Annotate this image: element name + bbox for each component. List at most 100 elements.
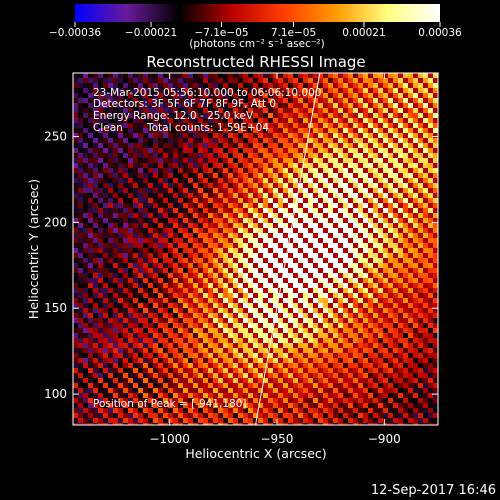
heatmap-pixel (388, 388, 394, 394)
heatmap-pixel (343, 368, 349, 374)
heatmap-pixel (153, 88, 159, 94)
heatmap-pixel (173, 113, 179, 119)
heatmap-pixel (143, 408, 149, 414)
heatmap-pixel (248, 273, 254, 279)
heatmap-pixel (313, 173, 319, 179)
heatmap-pixel (228, 263, 234, 269)
heatmap-pixel (258, 218, 264, 224)
heatmap-pixel (378, 403, 384, 409)
heatmap-pixel (243, 238, 249, 244)
heatmap-pixel (288, 363, 294, 369)
heatmap-pixel (133, 283, 139, 289)
heatmap-pixel (343, 158, 349, 164)
heatmap-pixel (313, 328, 319, 334)
heatmap-pixel (398, 318, 404, 324)
heatmap-pixel (143, 288, 149, 294)
heatmap-pixel (193, 328, 199, 334)
heatmap-pixel (428, 398, 434, 404)
heatmap-pixel (193, 73, 199, 79)
heatmap-pixel (263, 383, 269, 389)
heatmap-pixel (233, 343, 239, 349)
heatmap-pixel (273, 118, 279, 124)
heatmap-pixel (423, 233, 429, 239)
heatmap-pixel (328, 138, 334, 144)
heatmap-pixel (368, 383, 374, 389)
heatmap-pixel (303, 298, 309, 304)
heatmap-pixel (168, 88, 174, 94)
heatmap-pixel (223, 298, 229, 304)
heatmap-pixel (243, 373, 249, 379)
heatmap-pixel (408, 288, 414, 294)
heatmap-pixel (398, 73, 404, 79)
heatmap-pixel (168, 118, 174, 124)
heatmap-pixel (198, 108, 204, 114)
heatmap-pixel (178, 353, 184, 359)
heatmap-pixel (138, 138, 144, 144)
heatmap-pixel (228, 318, 234, 324)
heatmap-pixel (128, 343, 134, 349)
heatmap-pixel (143, 73, 149, 79)
heatmap-pixel (423, 358, 429, 364)
heatmap-pixel (283, 268, 289, 274)
heatmap-pixel (73, 338, 79, 344)
heatmap-pixel (248, 383, 254, 389)
heatmap-pixel (108, 98, 114, 104)
heatmap-pixel (288, 78, 294, 84)
heatmap-pixel (408, 348, 414, 354)
heatmap-pixel (143, 168, 149, 174)
heatmap-pixel (298, 138, 304, 144)
heatmap-pixel (118, 383, 124, 389)
heatmap-pixel (228, 333, 234, 339)
heatmap-pixel (138, 393, 144, 399)
heatmap-pixel (243, 153, 249, 159)
heatmap-pixel (393, 133, 399, 139)
heatmap-pixel (408, 158, 414, 164)
heatmap-pixel (218, 388, 224, 394)
heatmap-pixel (298, 353, 304, 359)
heatmap-pixel (263, 243, 269, 249)
heatmap-pixel (383, 158, 389, 164)
heatmap-pixel (278, 398, 284, 404)
heatmap-pixel (148, 388, 154, 394)
heatmap-pixel (268, 248, 274, 254)
heatmap-pixel (348, 128, 354, 134)
heatmap-pixel (178, 208, 184, 214)
heatmap-pixel (378, 148, 384, 154)
heatmap-pixel (133, 308, 139, 314)
heatmap-pixel (218, 273, 224, 279)
heatmap-pixel (98, 133, 104, 139)
heatmap-pixel (163, 368, 169, 374)
heatmap-pixel (408, 178, 414, 184)
heatmap-pixel (408, 243, 414, 249)
heatmap-pixel (108, 158, 114, 164)
heatmap-pixel (383, 273, 389, 279)
heatmap-pixel (178, 133, 184, 139)
heatmap-pixel (243, 378, 249, 384)
heatmap-pixel (238, 383, 244, 389)
heatmap-pixel (173, 363, 179, 369)
heatmap-pixel (413, 253, 419, 259)
heatmap-pixel (353, 98, 359, 104)
heatmap-pixel (108, 413, 114, 419)
heatmap-pixel (398, 288, 404, 294)
heatmap-pixel (183, 88, 189, 94)
heatmap-pixel (398, 403, 404, 409)
heatmap-pixel (138, 228, 144, 234)
heatmap-pixel (413, 83, 419, 89)
heatmap-pixel (128, 123, 134, 129)
heatmap-pixel (128, 358, 134, 364)
heatmap-pixel (398, 263, 404, 269)
heatmap-pixel (148, 393, 154, 399)
heatmap-pixel (228, 313, 234, 319)
heatmap-pixel (198, 233, 204, 239)
heatmap-pixel (318, 303, 324, 309)
heatmap-pixel (193, 393, 199, 399)
heatmap-pixel (408, 83, 414, 89)
heatmap-pixel (228, 138, 234, 144)
heatmap-pixel (378, 368, 384, 374)
heatmap-pixel (128, 193, 134, 199)
heatmap-pixel (123, 233, 129, 239)
heatmap-pixel (158, 83, 164, 89)
heatmap-pixel (238, 188, 244, 194)
heatmap-pixel (103, 183, 109, 189)
